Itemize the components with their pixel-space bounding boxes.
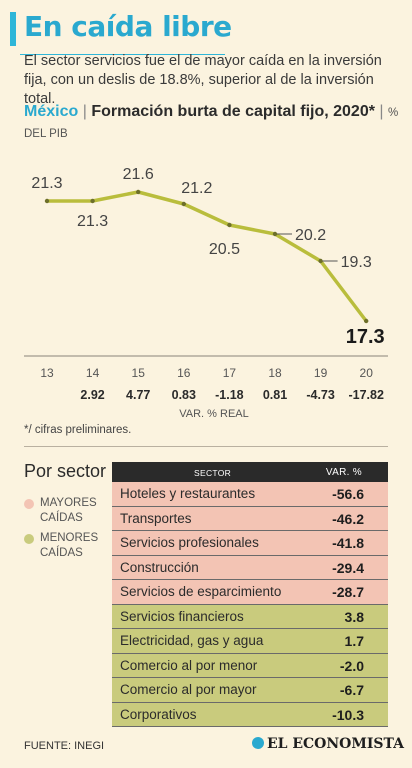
footnote: */ cifras preliminares. [24, 424, 132, 436]
sector-value: -28.7 [332, 584, 364, 600]
data-label: 20.2 [295, 227, 326, 244]
chart-title-text: Formación burta de capital fijo, 2020* [91, 103, 375, 120]
legend-dot-mayores [24, 499, 34, 509]
divider [24, 446, 388, 447]
x-tick-label: 16 [177, 366, 191, 380]
chart-title-country: México [24, 103, 79, 120]
title-rule [20, 54, 225, 55]
sector-heading: Por sector [24, 461, 107, 481]
brand-logo: EL ECONOMISTA [251, 736, 404, 752]
sector-value: -29.4 [332, 559, 364, 576]
data-label: 17.3 [346, 326, 385, 348]
page-title: En caída libre [24, 10, 232, 43]
table-header: SECTOR VAR. % [112, 462, 388, 482]
sector-value: -46.2 [332, 510, 364, 527]
table-row: Servicios de esparcimiento -28.7 [112, 580, 388, 605]
subtitle: El sector servicios fue el de mayor caíd… [24, 53, 382, 107]
var-value-label: 0.81 [263, 388, 287, 402]
legend-dot-menores [24, 534, 34, 544]
sector-value: 3.8 [344, 608, 364, 625]
var-value-label: 4.77 [126, 388, 150, 402]
var-value-label: 2.92 [80, 388, 104, 402]
data-label: 21.3 [31, 175, 62, 192]
sector-name: Comercio al por mayor [120, 682, 257, 697]
sector-name: Servicios financieros [120, 608, 244, 624]
table-row: Electricidad, gas y agua 1.7 [112, 629, 388, 654]
var-axis-label: VAR. % REAL [179, 408, 249, 420]
chart-unit: % DEL PIB [24, 107, 399, 140]
x-tick-label: 14 [86, 366, 100, 380]
data-point [272, 231, 278, 237]
chart-title-separator: | [82, 103, 87, 120]
title-accent-bar [10, 12, 16, 46]
legend-line1: MAYORES [40, 497, 97, 509]
data-point [90, 198, 95, 204]
x-tick-label: 13 [40, 366, 54, 380]
sector-value: -56.6 [332, 486, 364, 502]
brand-name: EL ECONOMISTA [266, 736, 404, 752]
source: FUENTE: INEGI [24, 740, 105, 752]
table-row: Servicios profesionales -41.8 [112, 531, 388, 556]
table-row: Transportes -46.2 [112, 506, 388, 531]
brand-circle-icon [251, 737, 264, 749]
data-label: 21.6 [123, 166, 154, 183]
sector-name: Construcción [120, 559, 199, 575]
sector-value: -10.3 [332, 706, 364, 723]
sector-name: Electricidad, gas y agua [120, 633, 264, 648]
line-chart: 21.3 13 21.3 14 2.92 21.6 15 4.77 21.2 16 0.83 20.5… [24, 166, 388, 420]
col-sector-header: SECTOR [194, 468, 232, 478]
sector-name: Comercio al por menor [120, 657, 258, 673]
table-row: Corporativos -10.3 [112, 702, 388, 727]
sector-value: -2.0 [339, 657, 364, 674]
data-label: 20.5 [209, 241, 240, 258]
table-row: Construcción -29.4 [112, 555, 388, 580]
x-tick-label: 17 [223, 366, 237, 380]
sector-name: Hoteles y restaurantes [120, 486, 256, 501]
legend-text-mayores: MAYORES CAÍDAS [40, 496, 97, 526]
sector-table: SECTOR VAR. % Hoteles y restaurantes -56.… [112, 462, 388, 727]
sector-name: Servicios profesionales [120, 535, 259, 550]
data-point [227, 222, 232, 228]
data-point [364, 318, 369, 324]
data-point [181, 201, 186, 207]
table-row: Comercio al por mayor -6.7 [112, 678, 388, 703]
sector-name: Corporativos [120, 706, 197, 722]
sector-name: Servicios de esparcimiento [120, 584, 282, 599]
legend-line2: CAÍDAS [40, 512, 83, 524]
series-line [47, 190, 368, 323]
var-value-label: 0.83 [172, 388, 196, 402]
data-label: 21.3 [77, 213, 108, 230]
table-row: Comercio al por menor -2.0 [112, 653, 388, 678]
x-tick-label: 18 [268, 366, 282, 380]
x-tick-label: 19 [314, 366, 328, 380]
chart-unit-separator: | [379, 103, 384, 120]
table-body: Hoteles y restaurantes -56.6 Transportes -4… [112, 482, 388, 727]
sector-name: Transportes [120, 510, 192, 526]
data-point [318, 258, 323, 264]
data-point [136, 189, 141, 195]
legend-text-menores: MENORES CAÍDAS [40, 531, 98, 561]
table-row: Hoteles y restaurantes -56.6 [112, 482, 388, 507]
x-tick-label: 20 [360, 366, 374, 380]
sector-value: -41.8 [332, 535, 364, 551]
col-var-header: VAR. % [325, 467, 362, 478]
sector-value: 1.7 [344, 633, 364, 649]
legend-line2: CAÍDAS [40, 547, 83, 559]
legend-line1: MENORES [40, 532, 99, 544]
var-value-label: -4.73 [306, 388, 335, 402]
data-label: 21.2 [181, 180, 212, 197]
sector-value: -6.7 [339, 682, 364, 698]
var-value-label: -1.18 [215, 388, 244, 402]
x-tick-label: 15 [132, 366, 146, 380]
data-label: 19.3 [341, 254, 372, 271]
var-value-label: -17.82 [348, 388, 383, 402]
data-point [44, 198, 50, 204]
table-row: Servicios financieros 3.8 [112, 604, 388, 629]
chart-title: México | Formación burta de capital fijo… [24, 102, 404, 144]
